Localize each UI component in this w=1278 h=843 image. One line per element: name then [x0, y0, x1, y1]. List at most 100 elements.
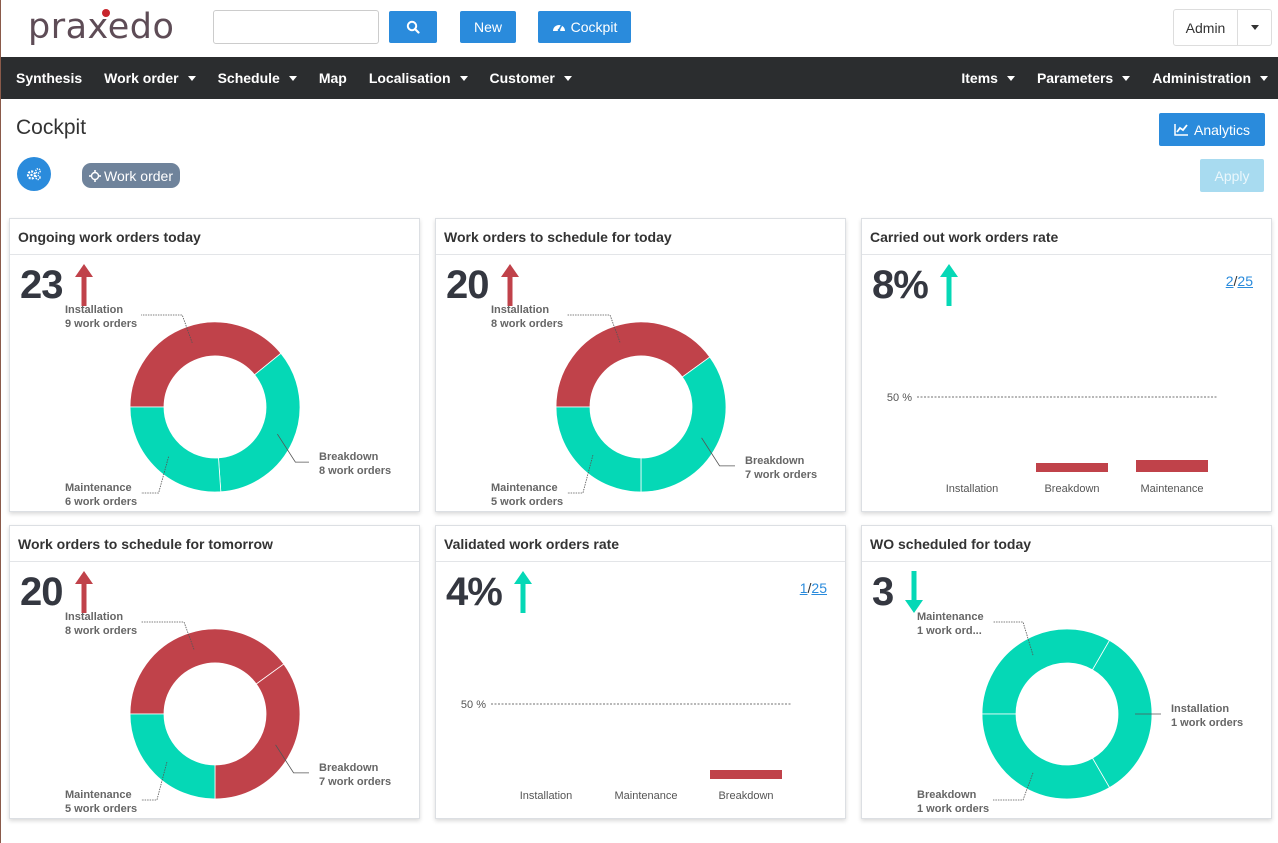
donut-slice-installation [1091, 639, 1153, 789]
slice-detail: 8 work orders [491, 318, 563, 330]
slice-detail: 8 work orders [319, 465, 391, 477]
new-button[interactable]: New [460, 11, 516, 43]
kpi-value: 8% [872, 263, 929, 307]
nav-item-items[interactable]: Items [950, 57, 1026, 99]
kpi: 20 [20, 570, 93, 614]
caret-down-icon [1006, 75, 1015, 81]
donut-chart: Installation 8 work orders Breakdown 7 work… [491, 304, 817, 508]
slice-label: Maintenance [491, 482, 558, 494]
donut-slice-maintenance [555, 406, 642, 493]
line-chart-icon [1174, 124, 1188, 136]
rate-fraction: 2/25 [1226, 273, 1253, 289]
slice-label: Maintenance [65, 789, 132, 801]
kpi-value: 23 [20, 263, 63, 307]
donut-slice-breakdown [981, 713, 1111, 800]
caret-down-icon [563, 75, 572, 81]
nav-item-label: Map [318, 70, 347, 86]
cockpit-button[interactable]: Cockpit [538, 11, 631, 43]
nav-item-schedule[interactable]: Schedule [207, 57, 308, 99]
label-leader-line [275, 744, 309, 774]
label-leader-line [701, 437, 735, 467]
nav-item-map[interactable]: Map [308, 57, 358, 99]
search-icon [406, 20, 420, 34]
reference-line-label: 50 % [461, 699, 486, 711]
nav-item-administration[interactable]: Administration [1141, 57, 1278, 99]
analytics-button[interactable]: Analytics [1159, 113, 1265, 146]
fraction-separator: / [807, 580, 812, 596]
fraction-denominator-link[interactable]: 25 [1237, 273, 1253, 289]
widget-card: Validated work orders rate 50 % Installati… [435, 525, 846, 819]
donut-slice-maintenance [129, 406, 222, 493]
nav-item-label: Administration [1152, 70, 1251, 86]
label-leader-line [277, 433, 309, 463]
bar-breakdown [1036, 463, 1108, 472]
kpi-value: 3 [872, 570, 894, 614]
fraction-numerator-link[interactable]: 2 [1225, 273, 1234, 289]
slice-label: Breakdown [917, 789, 977, 801]
widget-card: Ongoing work orders today Installation 9 w… [9, 218, 420, 512]
apply-button[interactable]: Apply [1200, 159, 1264, 192]
main-navbar: Synthesis Work order Schedule Map Localisati… [1, 57, 1278, 99]
category-label: Breakdown [1044, 483, 1099, 495]
slice-detail: 8 work orders [65, 625, 137, 637]
user-dropdown-toggle[interactable] [1238, 10, 1271, 45]
kpi: 20 [446, 263, 519, 307]
slice-detail: 1 work orders [1171, 717, 1243, 729]
nav-item-synthesis[interactable]: Synthesis [5, 57, 93, 99]
widget-body: Installation 8 work orders Breakdown 7 work… [10, 562, 419, 818]
settings-button[interactable] [17, 157, 51, 191]
logo-dot [102, 9, 110, 17]
nav-item-parameters[interactable]: Parameters [1026, 57, 1141, 99]
label-leader-line [567, 454, 594, 494]
praxedo-logo[interactable]: praxedo [28, 4, 174, 50]
donut-slice-breakdown [640, 356, 727, 493]
bar-chart: 50 % Installation Breakdown Maintenance [887, 392, 1217, 495]
slice-label: Installation [65, 304, 123, 316]
slice-label: Maintenance [65, 482, 132, 494]
search-button[interactable] [389, 11, 437, 43]
slice-detail: 6 work orders [65, 496, 137, 508]
label-leader-line [141, 621, 195, 650]
nav-item-localisation[interactable]: Localisation [358, 57, 479, 99]
fraction-separator: / [1233, 273, 1238, 289]
donut-slice-installation [129, 628, 285, 715]
slice-label: Installation [1171, 703, 1229, 715]
caret-down-icon [1250, 25, 1259, 30]
nav-left-group: Synthesis Work order Schedule Map Localisati… [1, 57, 583, 99]
kpi-value: 20 [20, 570, 63, 614]
cockpit-label: Cockpit [570, 19, 618, 35]
widget-title: Validated work orders rate [436, 526, 845, 562]
search-input[interactable] [213, 10, 379, 44]
gears-icon [26, 168, 41, 181]
reference-line-label: 50 % [887, 392, 912, 404]
widget-card: WO scheduled for today Maintenance 1 work … [861, 525, 1272, 819]
donut-chart: Maintenance 1 work ord... Installation 1 wo… [917, 611, 1243, 815]
rate-fraction: 1/25 [800, 580, 827, 596]
category-label: Breakdown [718, 790, 773, 802]
nav-item-customer[interactable]: Customer [479, 57, 583, 99]
fraction-numerator-link[interactable]: 1 [799, 580, 808, 596]
kpi: 4% [446, 570, 532, 614]
nav-item-work-order[interactable]: Work order [93, 57, 206, 99]
filter-chip-label: Work order [104, 167, 173, 184]
slice-detail: 1 work ord... [917, 625, 982, 637]
arrow-up-icon [939, 264, 958, 306]
donut-slice-breakdown [218, 352, 301, 493]
donut-chart: Installation 9 work orders Breakdown 8 work… [65, 304, 391, 508]
fraction-denominator-link[interactable]: 25 [811, 580, 827, 596]
widget-body: Installation 9 work orders Breakdown 8 work… [10, 255, 419, 511]
widget-title: Ongoing work orders today [10, 219, 419, 255]
kpi: 3 [872, 570, 924, 614]
caret-down-icon [1122, 75, 1131, 81]
label-leader-line [141, 456, 169, 494]
widget-body: Maintenance 1 work ord... Installation 1 wo… [862, 562, 1271, 818]
widget-card: Carried out work orders rate 50 % Installa… [861, 218, 1272, 512]
user-name-button[interactable]: Admin [1174, 10, 1238, 45]
filter-chip-work-order[interactable]: Work order [82, 163, 180, 188]
slice-label: Installation [65, 611, 123, 623]
slice-detail: 9 work orders [65, 318, 137, 330]
dashboard-icon [552, 25, 565, 32]
widget-title: Work orders to schedule for today [436, 219, 845, 255]
category-label: Installation [946, 483, 999, 495]
arrow-down-icon [905, 571, 924, 613]
